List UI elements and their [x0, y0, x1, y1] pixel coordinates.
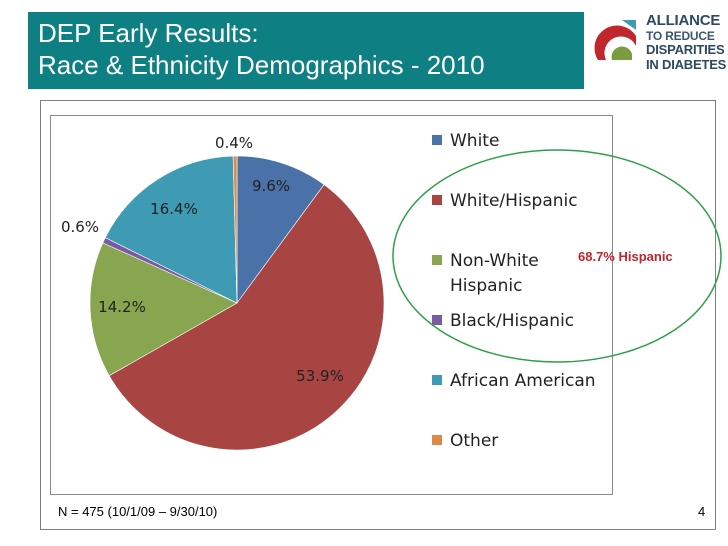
chart-frame [50, 115, 613, 495]
hispanic-annotation: 68.7% Hispanic [578, 249, 673, 264]
data-label-black-hispanic: 0.6% [61, 218, 99, 236]
legend-swatch-other [432, 435, 442, 445]
legend-label-white-hispanic: White/Hispanic [450, 191, 578, 211]
legend-label-white: White [450, 131, 499, 151]
logo-text-line4: IN DIABETES [646, 57, 727, 72]
pie-slice-african-american [104, 155, 238, 304]
logo-text-line3: DISPARITIES [646, 42, 725, 57]
pie-slice-non-white-hispanic [89, 242, 238, 377]
logo-text-line2: TO REDUCE [646, 29, 715, 43]
hispanic-annotation-ring [392, 149, 722, 363]
logo-text-line1: ALLIANCE [646, 12, 721, 29]
data-label-african-american: 16.4% [150, 200, 198, 218]
pie-slice-other [232, 155, 238, 304]
logo-arc-icon [594, 20, 636, 60]
data-label-other: 0.4% [215, 134, 253, 152]
pie-slice-white-hispanic [108, 184, 385, 451]
slide-header: DEP Early Results: Race & Ethnicity Demo… [0, 0, 728, 89]
legend-label-black-hispanic: Black/Hispanic [450, 311, 574, 331]
pie-slice-white [236, 155, 325, 304]
legend-swatch-black-hispanic [432, 315, 442, 325]
legend-label-african-american: African American [450, 371, 596, 391]
data-label-white: 9.6% [252, 177, 290, 195]
sample-size-note: N = 475 (10/1/09 – 9/30/10) [58, 504, 218, 519]
legend-swatch-african-american [432, 375, 442, 385]
legend-label-non-white-hispanic: Non-White Hispanic [450, 251, 539, 296]
legend-swatch-white [432, 135, 442, 145]
title-band: DEP Early Results: Race & Ethnicity Demo… [28, 12, 584, 89]
alliance-logo: ALLIANCE TO REDUCE DISPARITIES IN DIABET… [590, 8, 726, 78]
content-frame [40, 100, 716, 530]
legend-label-other: Other [450, 431, 498, 451]
slide-title-line1: DEP Early Results: [38, 18, 259, 48]
slide-title-line2: Race & Ethnicity Demographics - 2010 [38, 50, 485, 80]
legend-swatch-non-white-hispanic [432, 255, 442, 265]
data-label-non-white-hispanic: 14.2% [98, 298, 146, 316]
page-number: 4 [698, 504, 706, 519]
data-label-white-hispanic: 53.9% [296, 367, 344, 385]
legend-swatch-white-hispanic [432, 195, 442, 205]
